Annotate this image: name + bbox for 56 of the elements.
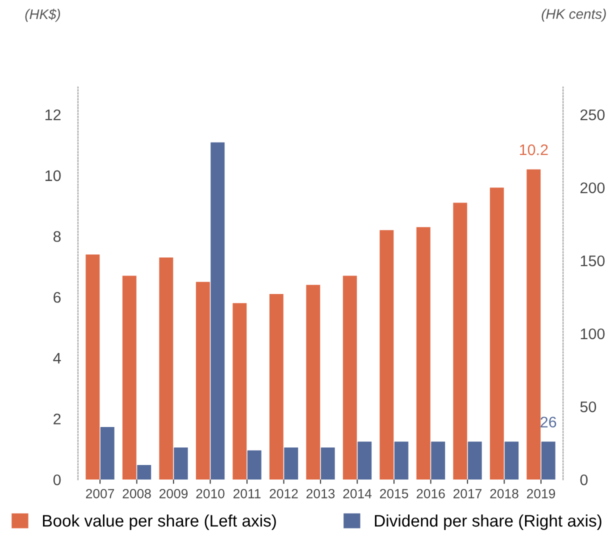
bar [541,442,556,480]
legend-label: Book value per share (Left axis) [42,514,276,530]
x-tick-label: 2018 [490,488,518,498]
y-tick-label: 6 [54,292,61,303]
y-tick-label: 10 [45,170,61,182]
y-axis-title: (HK$) [25,8,60,22]
bar [380,230,394,480]
bar [174,447,188,480]
legend-label: Dividend per share (Right axis) [374,514,602,530]
bar [504,442,519,480]
bar [468,442,482,480]
x-tick-label: 2013 [306,488,335,498]
x-tick-label: 2016 [416,488,445,498]
bar [490,188,504,480]
x-tick-label: 2007 [86,488,114,498]
y-tick-label: 12 [45,109,61,120]
bar [284,447,298,480]
bar [247,450,262,480]
bar [394,442,408,480]
bar [358,442,372,480]
x-tick-label: 2014 [343,488,372,498]
x-tick-label: 2015 [380,488,408,498]
bar [122,276,136,480]
bar [320,447,335,480]
bar [431,442,446,480]
bar [232,303,247,480]
bar [100,427,114,480]
bar [342,276,357,480]
x-tick-label: 2010 [196,488,224,498]
bar [453,202,468,480]
bar [526,169,541,480]
bar [86,254,100,480]
x-tick-label: 2011 [233,488,261,498]
bar [137,465,152,480]
y2-tick-label: 250 [580,109,605,120]
bar [416,227,430,480]
y2-tick-label: 200 [580,182,605,194]
data-label: 26 [540,416,556,428]
y2-tick-label: 0 [580,474,588,486]
y-tick-label: 2 [54,414,61,424]
y2-tick-label: 100 [580,328,605,340]
y2-tick-label: 150 [580,255,605,266]
y-tick-label: 4 [53,352,61,364]
x-tick-label: 2019 [526,488,556,498]
y-tick-label: 8 [53,231,61,242]
x-tick-label: 2008 [122,488,151,498]
x-tick-label: 2009 [160,488,188,498]
data-label: 10.2 [520,144,548,156]
y2-tick-label: 50 [580,401,596,412]
y-tick-label: 0 [53,474,61,486]
x-tick-label: 2012 [270,488,298,498]
y2-axis-title: (HK cents) [542,8,606,22]
x-tick-label: 2017 [453,488,482,498]
bar [269,294,284,480]
bar [159,258,174,480]
bar [306,284,320,480]
